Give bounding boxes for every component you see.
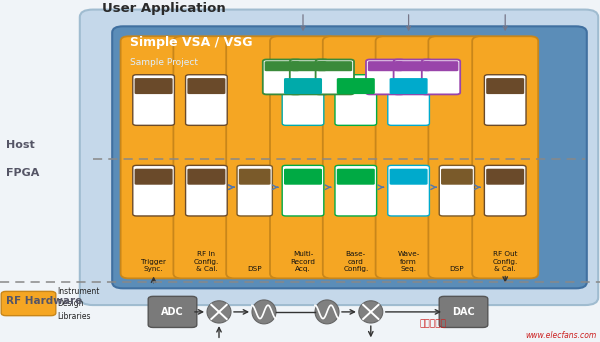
FancyBboxPatch shape — [335, 75, 377, 126]
FancyBboxPatch shape — [282, 75, 324, 126]
Text: RF Out
Config.
& Cal.: RF Out Config. & Cal. — [493, 251, 518, 272]
FancyBboxPatch shape — [441, 169, 473, 185]
FancyBboxPatch shape — [376, 36, 442, 278]
Text: ADC: ADC — [161, 307, 184, 317]
FancyBboxPatch shape — [424, 61, 458, 71]
FancyBboxPatch shape — [472, 36, 538, 278]
Text: www.elecfans.com: www.elecfans.com — [526, 331, 597, 340]
FancyBboxPatch shape — [388, 75, 430, 126]
FancyBboxPatch shape — [368, 61, 403, 71]
FancyBboxPatch shape — [239, 169, 271, 185]
Text: 电子发烧友: 电子发烧友 — [420, 319, 447, 328]
FancyBboxPatch shape — [270, 36, 336, 278]
FancyBboxPatch shape — [187, 169, 226, 185]
FancyBboxPatch shape — [389, 169, 428, 185]
FancyBboxPatch shape — [226, 36, 283, 278]
FancyBboxPatch shape — [133, 75, 175, 126]
FancyBboxPatch shape — [185, 75, 227, 126]
FancyBboxPatch shape — [133, 166, 175, 216]
FancyBboxPatch shape — [292, 61, 326, 71]
FancyBboxPatch shape — [428, 36, 485, 278]
FancyBboxPatch shape — [395, 61, 430, 71]
FancyBboxPatch shape — [282, 166, 324, 216]
FancyBboxPatch shape — [484, 166, 526, 216]
FancyBboxPatch shape — [80, 10, 598, 305]
FancyBboxPatch shape — [323, 36, 389, 278]
FancyBboxPatch shape — [290, 60, 328, 94]
Ellipse shape — [252, 300, 276, 324]
FancyBboxPatch shape — [486, 78, 524, 94]
Ellipse shape — [359, 301, 383, 323]
FancyBboxPatch shape — [121, 36, 187, 278]
Text: Multi-
Record
Acq.: Multi- Record Acq. — [290, 251, 316, 272]
FancyBboxPatch shape — [394, 60, 432, 94]
FancyBboxPatch shape — [366, 60, 404, 94]
FancyBboxPatch shape — [422, 60, 460, 94]
FancyBboxPatch shape — [134, 169, 173, 185]
FancyBboxPatch shape — [185, 166, 227, 216]
FancyBboxPatch shape — [187, 78, 226, 94]
Ellipse shape — [315, 300, 339, 324]
Text: RF Hardware: RF Hardware — [6, 296, 82, 306]
FancyBboxPatch shape — [337, 169, 375, 185]
FancyBboxPatch shape — [317, 61, 352, 71]
FancyBboxPatch shape — [439, 296, 488, 328]
FancyBboxPatch shape — [237, 166, 272, 216]
Text: User Application: User Application — [102, 2, 226, 15]
FancyBboxPatch shape — [1, 291, 56, 316]
FancyBboxPatch shape — [335, 166, 377, 216]
Text: Simple VSA / VSG: Simple VSA / VSG — [130, 36, 253, 49]
FancyBboxPatch shape — [265, 61, 299, 71]
FancyBboxPatch shape — [484, 75, 526, 126]
FancyBboxPatch shape — [439, 166, 475, 216]
Text: Base-
card
Config.: Base- card Config. — [343, 251, 368, 272]
FancyBboxPatch shape — [284, 169, 322, 185]
Text: Sample Project: Sample Project — [130, 58, 198, 67]
FancyBboxPatch shape — [148, 296, 197, 328]
FancyBboxPatch shape — [316, 60, 354, 94]
Text: DAC: DAC — [452, 307, 475, 317]
FancyBboxPatch shape — [388, 166, 430, 216]
Ellipse shape — [207, 301, 231, 323]
Text: Trigger
Sync.: Trigger Sync. — [141, 259, 166, 272]
Text: Wave-
form
Seq.: Wave- form Seq. — [397, 251, 420, 272]
Text: DSP: DSP — [247, 266, 262, 272]
FancyBboxPatch shape — [284, 78, 322, 94]
Text: Host: Host — [6, 140, 35, 150]
Text: Instrument
Design
Libraries: Instrument Design Libraries — [57, 287, 100, 320]
Text: RF In
Config.
& Cal.: RF In Config. & Cal. — [194, 251, 219, 272]
FancyBboxPatch shape — [337, 78, 375, 94]
Text: FPGA: FPGA — [6, 168, 40, 179]
FancyBboxPatch shape — [112, 26, 587, 288]
FancyBboxPatch shape — [173, 36, 239, 278]
FancyBboxPatch shape — [389, 78, 428, 94]
FancyBboxPatch shape — [263, 60, 301, 94]
FancyBboxPatch shape — [134, 78, 173, 94]
Text: DSP: DSP — [449, 266, 464, 272]
FancyBboxPatch shape — [486, 169, 524, 185]
